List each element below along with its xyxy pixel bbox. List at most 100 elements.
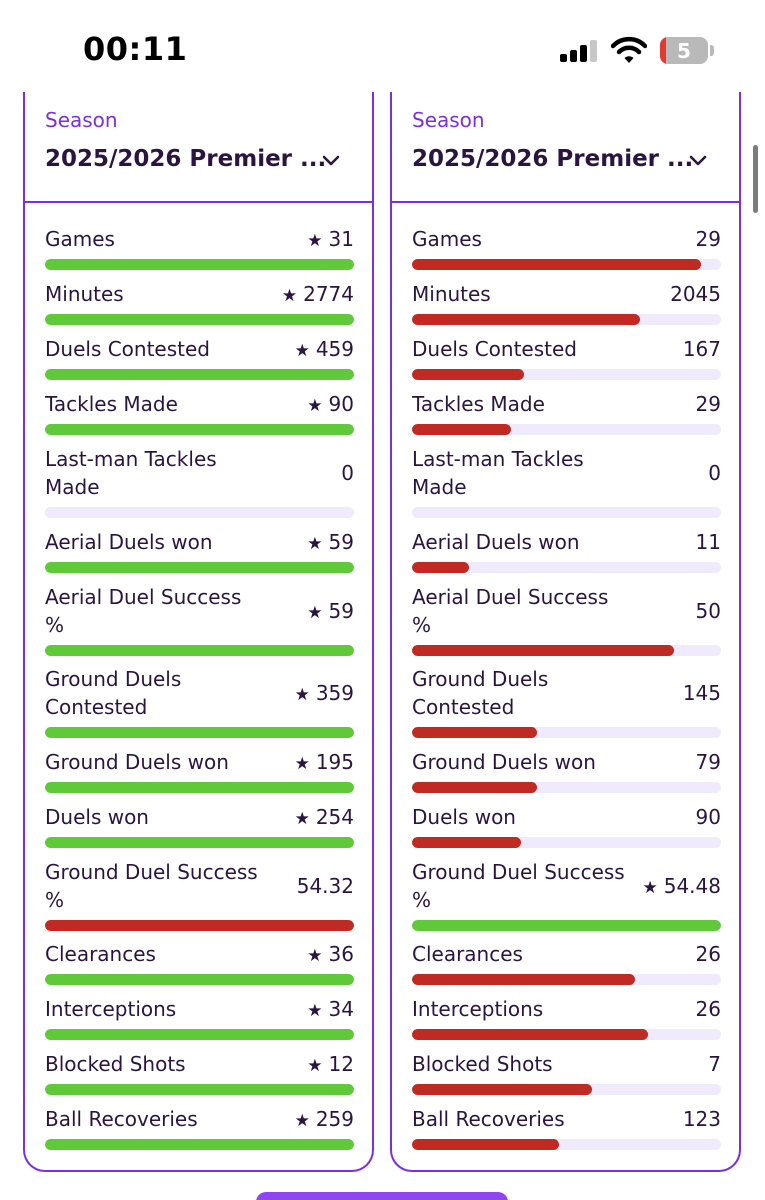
stat-bar-fill [412,562,470,573]
stat-bar-fill [412,259,701,270]
stat-bar [45,562,354,573]
season-select[interactable]: Season 2025/2026 Premier ... [392,92,739,203]
stat-number: 7 [708,1052,721,1076]
star-icon: ★ [294,754,310,774]
stat-bar [45,837,354,848]
stat-number: 0 [341,461,354,485]
stat-value: 29 [696,225,721,253]
stat-bar [45,314,354,325]
star-icon: ★ [294,809,310,829]
stat-value: 0 [708,459,721,487]
star-icon: ★ [307,396,323,416]
bottom-action-button[interactable] [256,1192,508,1200]
stat-number: 145 [682,681,721,705]
stat-value: 145 [683,679,721,707]
season-value: 2025/2026 Premier ... [412,146,694,172]
stat-label: Ground Duels Contested [45,667,182,719]
stat-bar-fill [45,1029,354,1040]
stat-bar-fill [412,727,537,738]
stat-value: ★ 34 [307,995,354,1025]
stat-bar [412,562,721,573]
stat-number: 2774 [303,282,354,306]
scrollbar[interactable] [753,145,758,213]
stat-bar-fill [45,727,354,738]
stat-bar-fill [412,1029,649,1040]
stat-bar [45,507,354,518]
player-stats-card-right: Season 2025/2026 Premier ... Games 29 Minu… [390,92,741,1172]
stat-value: ★ 2774 [282,280,354,310]
stat-label: Ball Recoveries [412,1107,565,1131]
stat-bar [412,920,721,931]
battery-icon: 5 [660,37,708,64]
stat-label: Tackles Made [412,392,545,416]
stat-label: Ground Duel Success % [412,860,625,912]
stat-label: Minutes [412,282,491,306]
player-stats-card-left: Season 2025/2026 Premier ... Games ★ 31 Min… [23,92,374,1172]
stat-value: ★ 59 [307,597,354,627]
stat-bar-fill [412,645,674,656]
stat-number: 79 [695,750,721,774]
stat-value: 90 [696,803,721,831]
stat-bar [45,1029,354,1040]
stat-value: 7 [708,1050,721,1078]
stat-number: 54.48 [663,874,721,898]
stat-bar [412,1084,721,1095]
stat-bar-fill [412,424,512,435]
stat-bar [45,259,354,270]
stat-label: Ground Duel Success % [45,860,258,912]
stat-bar [45,782,354,793]
stat-bar [412,1029,721,1040]
stat-bar [412,369,721,380]
stat-value: 50 [696,597,721,625]
star-icon: ★ [294,1111,310,1131]
wifi-icon [611,36,647,63]
stat-number: 254 [315,805,354,829]
stat-number: 29 [695,227,721,251]
season-value: 2025/2026 Premier ... [45,146,327,172]
stat-bar-fill [45,837,354,848]
stat-bar [45,424,354,435]
stat-label: Duels Contested [45,337,210,361]
stat-bar-fill [45,1139,354,1150]
chevron-down-icon [689,155,707,166]
stat-bar-fill [45,259,354,270]
stat-label: Blocked Shots [412,1052,553,1076]
stat-bar-fill [45,782,354,793]
stat-number: 34 [328,997,354,1021]
stat-bar-fill [45,920,354,931]
star-icon: ★ [307,1001,323,1021]
stat-value: ★ 36 [307,940,354,970]
stat-label: Clearances [412,942,523,966]
stat-label: Last-man Tackles Made [45,447,217,499]
star-icon: ★ [307,946,323,966]
stat-value: ★ 254 [295,803,354,833]
stat-number: 26 [695,997,721,1021]
stat-value: ★ 54.48 [642,872,721,902]
star-icon: ★ [294,685,310,705]
battery-level: 5 [677,39,691,63]
stat-bar [412,1139,721,1150]
star-icon: ★ [281,286,298,306]
star-icon: ★ [307,231,323,251]
stat-bar [45,974,354,985]
stat-bar-fill [412,369,525,380]
stat-bar-fill [412,920,721,931]
stat-value: 167 [683,335,721,363]
stat-bar-fill [412,314,640,325]
stat-value: 123 [683,1105,721,1133]
stat-bar [412,837,721,848]
stat-value: 11 [696,528,721,556]
stat-number: 12 [328,1052,354,1076]
stat-label: Aerial Duel Success % [412,585,609,637]
stat-label: Aerial Duels won [45,530,213,554]
stat-value: ★ 259 [295,1105,354,1135]
stat-bar [45,1139,354,1150]
stat-bar-fill [45,314,354,325]
stat-label: Minutes [45,282,124,306]
status-bar: 00:11 5 [0,0,765,92]
season-select[interactable]: Season 2025/2026 Premier ... [25,92,372,203]
stat-number: 90 [328,392,354,416]
stat-number: 11 [695,530,721,554]
stat-number: 29 [695,392,721,416]
stat-value: 0 [341,459,354,487]
